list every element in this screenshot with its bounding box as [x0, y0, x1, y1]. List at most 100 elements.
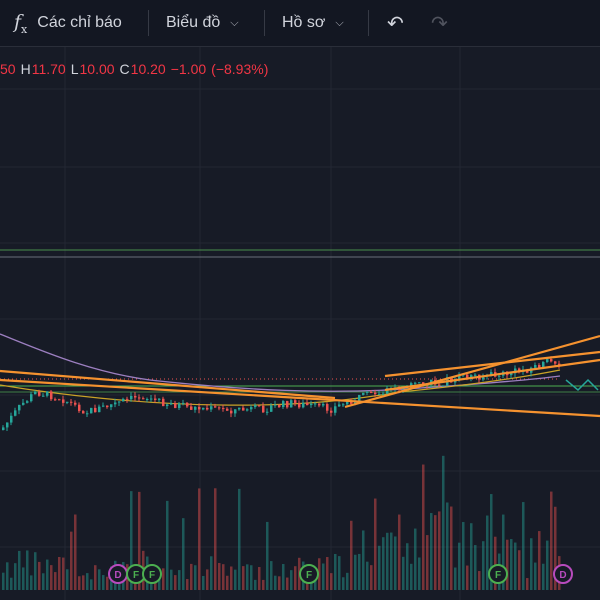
volume-bar	[342, 577, 345, 590]
candle-body	[106, 405, 109, 408]
candle-body	[198, 406, 201, 410]
candle-body	[26, 401, 29, 403]
volume-bar	[334, 553, 337, 590]
profile-menu-button[interactable]: Hồ sơ ⌵	[282, 0, 344, 46]
volume-bar	[102, 575, 105, 590]
candle-body	[174, 403, 177, 408]
volume-bar	[182, 518, 185, 590]
marker-circle	[142, 564, 162, 584]
candle-body	[158, 398, 161, 400]
candle-body	[122, 398, 125, 402]
candle-body	[554, 361, 557, 364]
volume-bar	[190, 563, 193, 590]
low-value: 10.00	[79, 61, 115, 77]
undo-button[interactable]: ↶	[387, 0, 404, 46]
volume-bar	[478, 571, 481, 590]
candle-body	[14, 410, 17, 416]
volume-bar	[14, 563, 17, 590]
candle-body	[378, 393, 381, 395]
candle-body	[114, 402, 117, 405]
candle-body	[190, 406, 193, 410]
candle-body	[38, 391, 41, 396]
candle-body	[230, 410, 233, 414]
volume-bar	[550, 491, 553, 590]
volume-bar	[30, 575, 33, 590]
volume-bar	[246, 564, 249, 590]
candle-body	[66, 401, 69, 403]
volume-bar	[90, 579, 93, 590]
candle-body	[382, 393, 385, 395]
volume-bar	[394, 536, 397, 590]
change-value: −1.00	[170, 61, 207, 77]
volume-bar	[470, 523, 473, 590]
close-key: C	[119, 61, 130, 77]
volume-bar	[398, 514, 401, 590]
candle-body	[50, 391, 53, 400]
volume-bar	[390, 532, 393, 590]
candle-body	[346, 400, 349, 405]
volume-bar	[438, 511, 441, 590]
candle-body	[138, 397, 141, 399]
redo-button[interactable]: ↷	[431, 0, 448, 46]
candle-body	[78, 404, 81, 412]
volume-bar	[490, 494, 493, 590]
candle-body	[210, 406, 213, 410]
candle-body	[274, 404, 277, 406]
volume-bar	[98, 569, 101, 590]
candle-body	[490, 372, 493, 376]
marker-circle	[553, 564, 573, 584]
candle-body	[422, 382, 425, 385]
volume-bar	[382, 537, 385, 590]
moving-average-line	[0, 333, 561, 392]
candle-body	[518, 368, 521, 372]
volume-bar	[106, 576, 109, 590]
candle-body	[542, 362, 545, 368]
volume-bar	[82, 575, 85, 590]
volume-bar	[410, 563, 413, 590]
volume-bars	[2, 455, 561, 590]
candle-body	[418, 382, 421, 384]
trendline	[0, 369, 336, 400]
candle-body	[246, 409, 249, 411]
volume-bar	[314, 577, 317, 590]
volume-bar	[522, 502, 525, 590]
volume-bar	[250, 565, 253, 590]
candle-body	[170, 403, 173, 405]
indicators-label: Các chỉ báo	[37, 14, 122, 31]
volume-bar	[350, 520, 353, 590]
candle-body	[298, 402, 301, 408]
volume-bar	[2, 572, 5, 590]
candle-body	[18, 404, 21, 411]
candle-body	[214, 406, 217, 408]
volume-bar	[274, 575, 277, 590]
volume-bar	[418, 557, 421, 590]
candle-body	[54, 399, 57, 401]
candle-body	[6, 422, 9, 428]
candle-body	[442, 385, 445, 387]
candle-body	[270, 405, 273, 412]
candle-body	[414, 382, 417, 384]
candle-body	[538, 365, 541, 368]
volume-bar	[86, 573, 89, 590]
volume-bar	[482, 541, 485, 590]
volume-bar	[278, 576, 281, 590]
high-value: 11.70	[31, 61, 66, 77]
volume-bar	[510, 539, 513, 590]
marker-label: F	[495, 570, 501, 581]
indicators-button[interactable]: fx Các chỉ báo	[14, 0, 122, 46]
candle-body	[366, 391, 369, 393]
volume-bar	[242, 566, 245, 590]
volume-bar	[294, 566, 297, 590]
candle-body	[146, 399, 149, 401]
volume-bar	[514, 542, 517, 590]
low-key: L	[70, 61, 79, 77]
chart-menu-button[interactable]: Biểu đồ ⌵	[166, 0, 239, 46]
candle-body	[474, 374, 477, 376]
chevron-down-icon: ⌵	[335, 16, 344, 29]
candle-body	[306, 402, 309, 406]
volume-bar	[50, 565, 53, 590]
candle-body	[226, 408, 229, 411]
volume-bar	[358, 553, 361, 590]
